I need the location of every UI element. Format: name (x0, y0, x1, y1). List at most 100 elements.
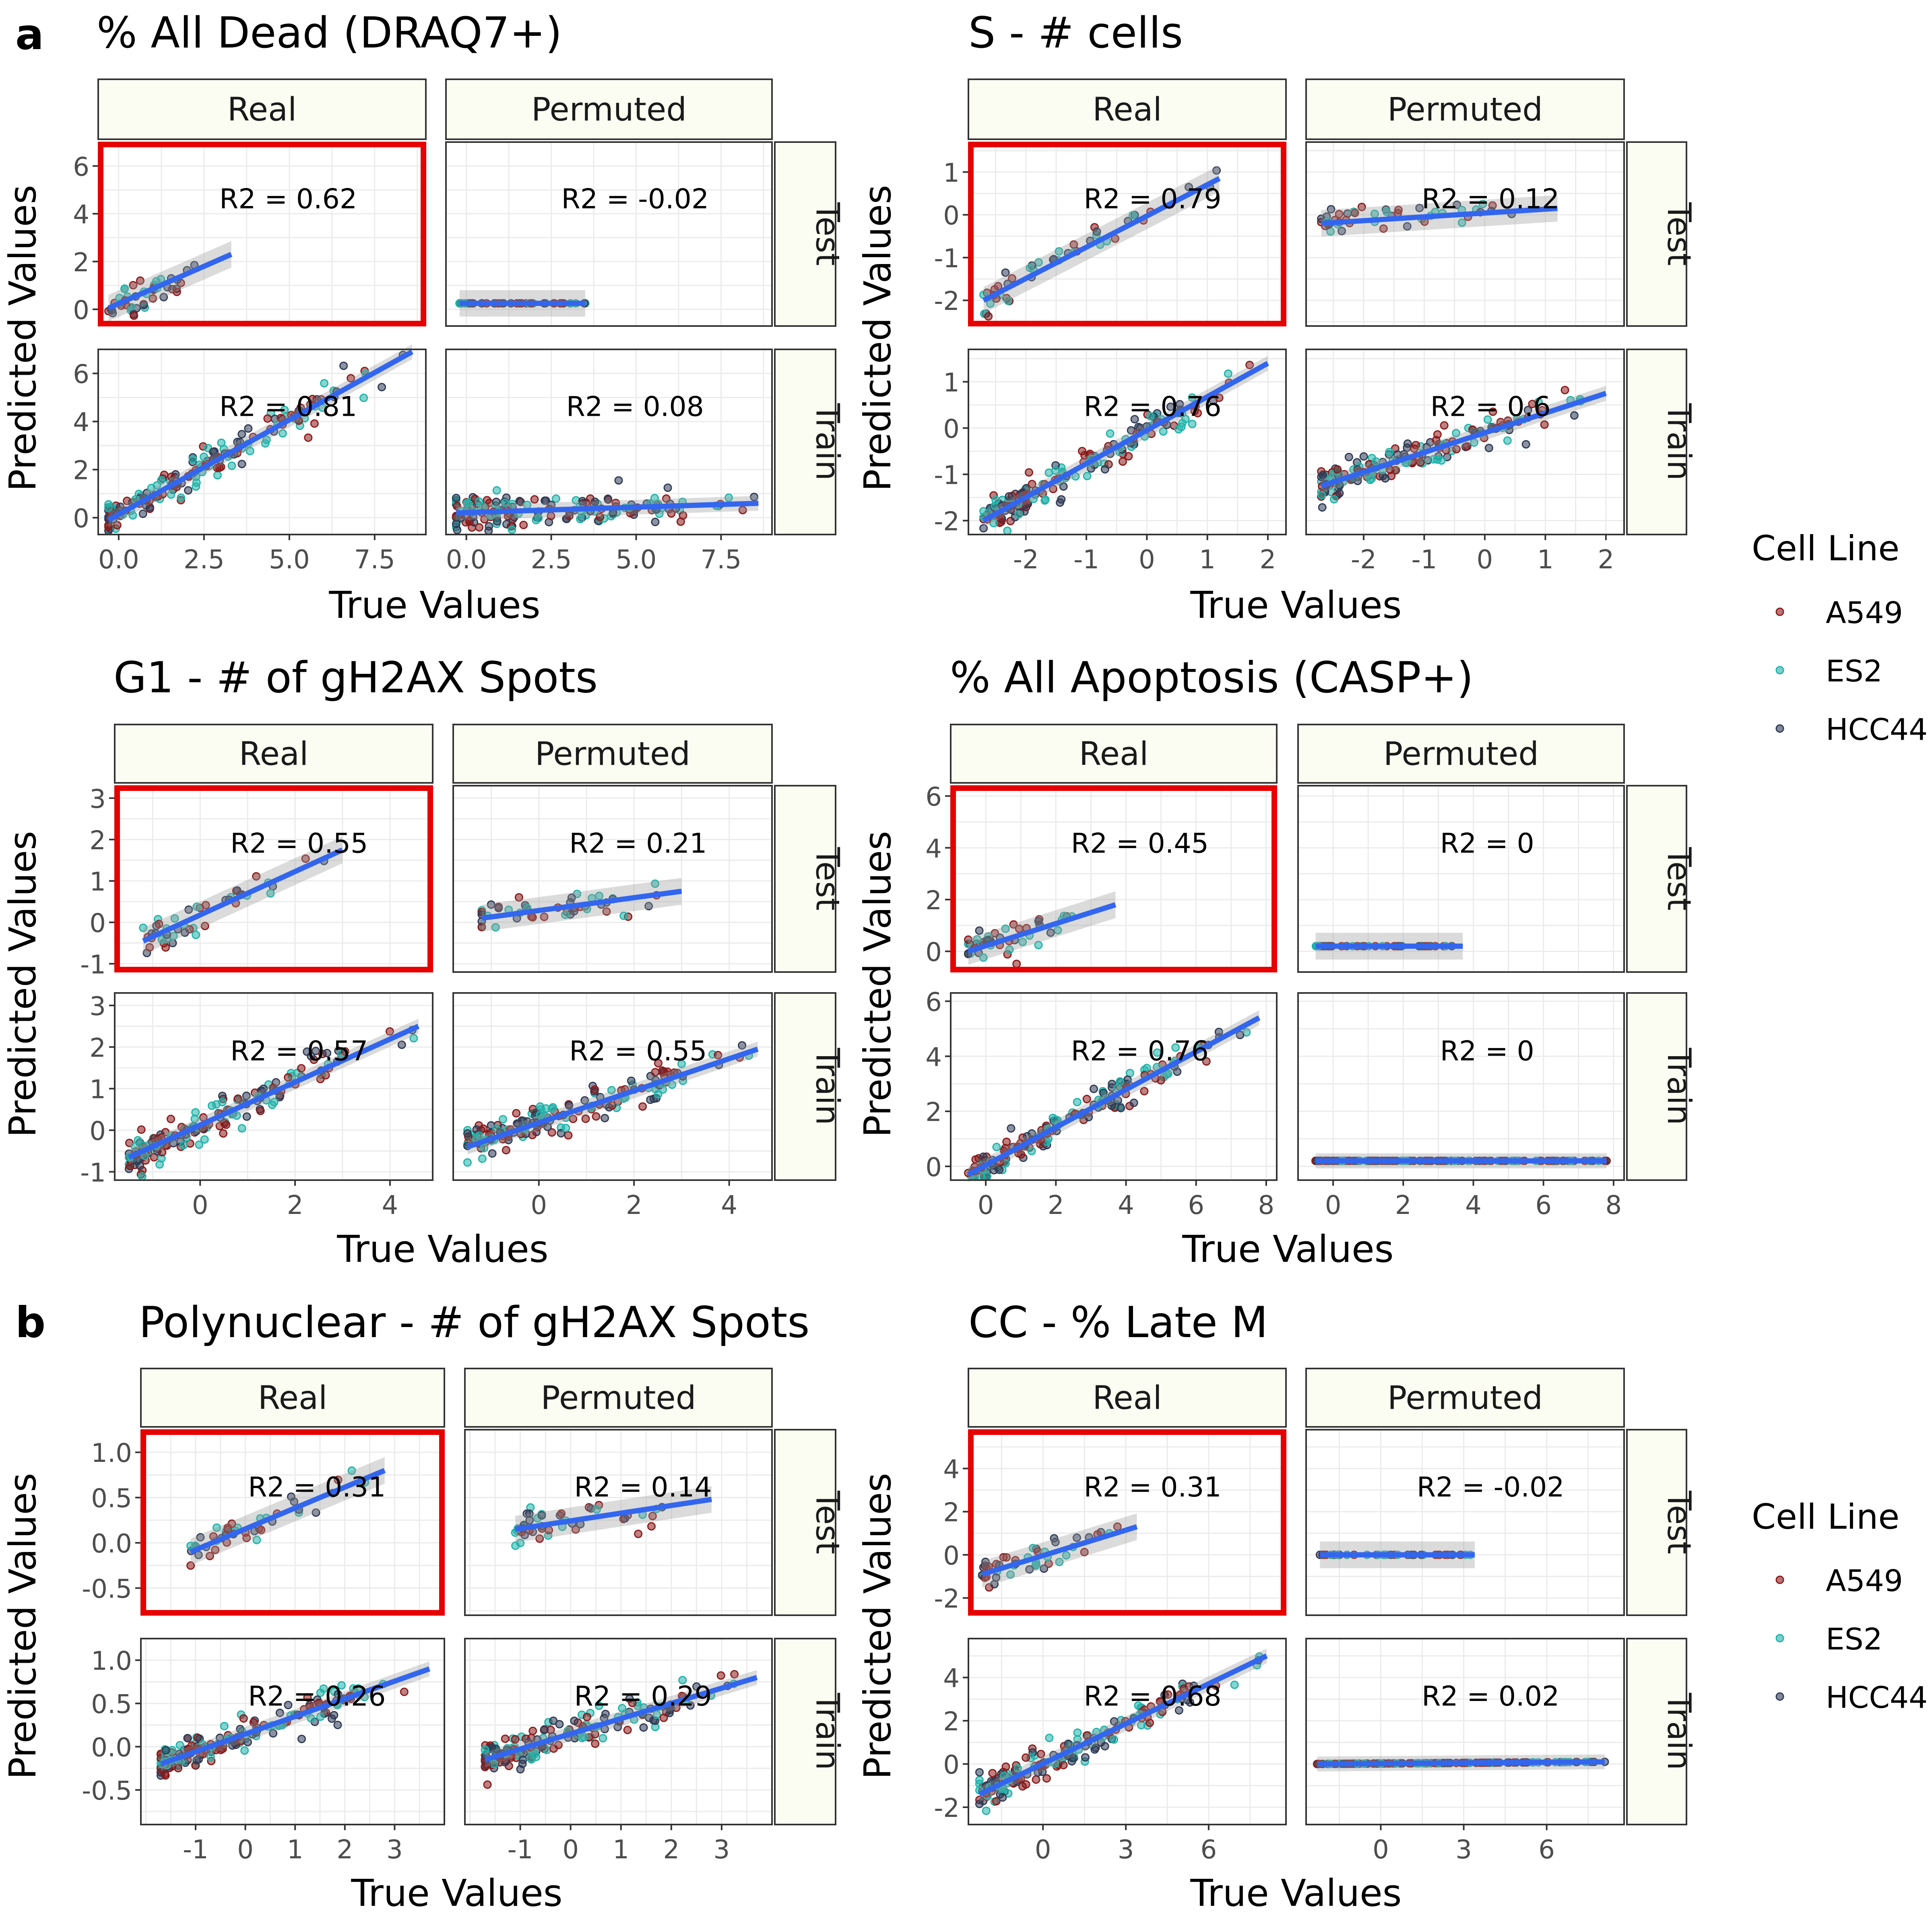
row-strip (1626, 785, 1687, 973)
scatter-point (475, 523, 484, 532)
column-strip (1305, 78, 1625, 140)
regression-line (142, 847, 344, 943)
row-strip-label: Test (809, 202, 846, 266)
y-tick-label: 1.0 (91, 1439, 132, 1468)
scatter-point (263, 414, 272, 423)
scatter-point (634, 1530, 643, 1538)
panel-border (445, 349, 773, 535)
scatter-point (569, 1115, 578, 1123)
r2-label: R2 = 0.6 (1430, 391, 1551, 423)
facet-panel: R2 = -0.02 (1305, 1429, 1625, 1616)
y-tick-label: -1 (934, 461, 960, 491)
scatter-point (964, 935, 973, 944)
scatter-point (312, 1046, 320, 1055)
scatter-point (1080, 451, 1089, 460)
facet-panel: R2 = 0 (1297, 785, 1625, 973)
facet-panel: R2 = 0.08 0.0 2.5 5.0 7.5 (445, 349, 773, 575)
r2-label: R2 = 0.68 (1084, 1680, 1222, 1712)
scatter-point (184, 486, 193, 495)
scatter-point (301, 854, 310, 863)
scatter-point (493, 517, 502, 526)
panel-background (453, 786, 772, 972)
scatter-point (310, 419, 319, 428)
x-tick-label: 0 (530, 1191, 547, 1220)
scatter-point (161, 943, 170, 952)
scatter-point (1073, 1098, 1082, 1106)
x-tick-label: 3 (1455, 1835, 1472, 1865)
scatter-point (738, 1041, 747, 1050)
scatter-point (487, 900, 495, 909)
highlight-border (114, 785, 433, 972)
chart-title: G1 - # of gH2AX Spots (114, 653, 598, 702)
scatter-point (561, 1123, 570, 1132)
scatter-point (188, 454, 197, 463)
scatter-point (1202, 1057, 1211, 1066)
scatter-point (979, 953, 988, 962)
facet-panel: R2 = 0.76 0 2 4 6 8 (950, 992, 1278, 1220)
scatter-point (1230, 1680, 1239, 1689)
y-tick-label: 4 (925, 834, 942, 864)
x-tick-label: 2.5 (184, 545, 225, 575)
r2-label: R2 = 0.45 (1071, 828, 1209, 860)
x-tick-label: 2 (336, 1835, 353, 1865)
scatter-point (1335, 210, 1344, 219)
scatter-point (659, 1713, 668, 1722)
y-tick-label: -1 (934, 244, 960, 274)
x-tick-label: 0 (192, 1191, 208, 1220)
scatter-point (494, 904, 503, 912)
scatter-point (1124, 452, 1133, 461)
r2-label: R2 = 0.62 (219, 184, 357, 215)
y-tick-label: 2 (89, 826, 106, 856)
scatter-point (259, 1084, 268, 1093)
legend-dot-hcc44 (1775, 724, 1784, 733)
y-tick-label: 1 (89, 1075, 106, 1105)
x-tick-label: 1 (613, 1835, 629, 1865)
scatter-point (1338, 227, 1346, 235)
x-tick-label: 1 (287, 1835, 303, 1865)
scatter-point (1503, 436, 1512, 445)
y-tick-label: 1 (89, 867, 106, 897)
scatter-point (139, 301, 148, 310)
scatter-point (1410, 444, 1419, 453)
scatter-point (1483, 415, 1492, 424)
scatter-point (1032, 1775, 1040, 1784)
scatter-point (1403, 439, 1412, 448)
y-tick-label: 3 (89, 784, 106, 814)
scatter-point (220, 1721, 229, 1730)
scatter-point (601, 1114, 609, 1123)
x-tick-label: 7.5 (701, 545, 742, 575)
scatter-point (530, 495, 539, 504)
scatter-point (157, 476, 166, 485)
scatter-point (1327, 205, 1335, 214)
scatter-point (1051, 1116, 1059, 1125)
scatter-point (266, 889, 275, 898)
scatter-point (1521, 440, 1530, 449)
scatter-point (483, 496, 491, 505)
scatter-point (592, 1112, 601, 1121)
facet-panel: R2 = -0.02 (445, 141, 773, 327)
scatter-point (1106, 429, 1115, 438)
column-strip-label: Real (1092, 91, 1162, 128)
scatter-point (1188, 393, 1197, 402)
panel-background (1298, 786, 1624, 972)
scatter-point (1005, 945, 1014, 954)
scatter-point (209, 448, 218, 456)
y-axis-label: Predicted Values (856, 185, 899, 491)
x-tick-label: 2 (626, 1191, 642, 1220)
scatter-point (339, 361, 348, 370)
scatter-point (133, 1157, 142, 1166)
column-strip-label: Real (239, 735, 308, 773)
panel-label-a: a (15, 10, 44, 59)
scatter-point (330, 1711, 339, 1719)
x-tick-label: 5.0 (269, 545, 310, 575)
scatter-point (1329, 495, 1338, 504)
scatter-point (1116, 1077, 1125, 1086)
row-strip-label: Train (809, 1048, 846, 1125)
scatter-point (170, 914, 179, 923)
scatter-point (1053, 926, 1062, 935)
scatter-point (252, 872, 261, 881)
panel-border (968, 349, 1287, 535)
scatter-point (1317, 491, 1326, 500)
scatter-point (1092, 227, 1101, 236)
x-tick-label: 0 (1477, 545, 1493, 575)
